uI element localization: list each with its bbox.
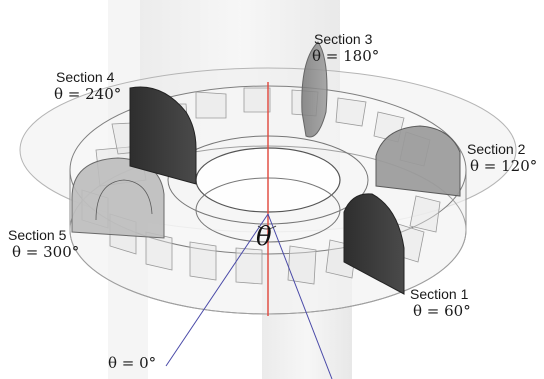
section-1-plane — [343, 193, 405, 295]
section-5-plane — [71, 157, 165, 239]
theta-symbol: θ — [256, 222, 272, 252]
reference-line-60deg — [267, 213, 333, 379]
section-5-label: Section 5 — [8, 227, 67, 243]
section-3-label: Section 3 — [314, 31, 373, 47]
section-2-plane — [375, 125, 461, 197]
section-3-plane — [301, 41, 328, 138]
section-2-label: Section 2 — [467, 141, 526, 157]
section-1-label: Section 1 — [410, 286, 469, 302]
section-2-angle: θ = 120° — [470, 157, 538, 175]
reference-line-0deg — [165, 213, 269, 367]
section-1-angle: θ = 60° — [413, 302, 471, 320]
theta-arc — [257, 225, 277, 230]
section-4-plane — [129, 86, 197, 185]
section-5-angle: θ = 300° — [12, 243, 80, 261]
section-5-inner-arc — [95, 179, 153, 221]
section-4-label: Section 4 — [56, 69, 115, 85]
section-4-angle: θ = 240° — [54, 85, 122, 103]
section-3-angle: θ = 180° — [312, 47, 380, 65]
reference-angle-label: θ = 0° — [108, 354, 157, 372]
